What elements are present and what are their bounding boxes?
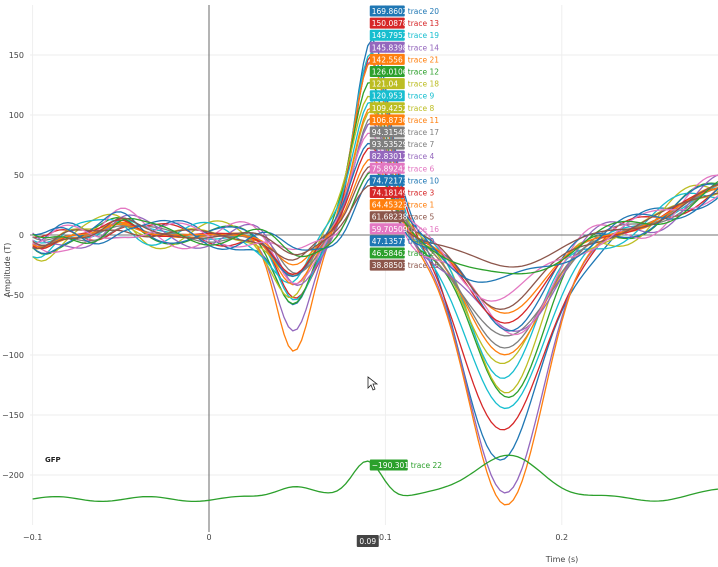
hover-value: 74.18149	[372, 189, 408, 198]
hover-value-box	[369, 5, 405, 17]
y-tick-label: −200	[2, 471, 24, 480]
hover-series-name: trace 20	[408, 7, 440, 16]
gfp-hover-value: −190.3018	[372, 461, 414, 470]
hover-value: 120.953	[372, 92, 403, 101]
hover-value-box	[369, 102, 405, 114]
hover-series-name: trace 15	[408, 261, 440, 270]
hover-series-name: trace 21	[408, 55, 440, 64]
x-tick-label: −0.1	[23, 533, 42, 542]
hover-series-name: trace 12	[408, 68, 440, 77]
hover-value: 38.88503	[372, 261, 408, 270]
hover-value: 149.7952	[372, 31, 408, 40]
mouse-cursor-icon	[367, 376, 379, 391]
hover-value-box	[369, 150, 405, 162]
hover-series-name: trace 1	[408, 201, 435, 210]
hover-value: 46.58462	[372, 249, 408, 258]
hover-value-box	[369, 223, 405, 235]
x-tick-label: 0.2	[555, 533, 568, 542]
y-tick-label: −150	[2, 411, 24, 420]
hover-series-name: trace 19	[408, 31, 440, 40]
y-tick-label: −100	[2, 351, 24, 360]
hover-value: 47.13577	[372, 237, 408, 246]
hover-value-box	[369, 235, 405, 247]
hover-series-name: trace 4	[408, 152, 435, 161]
hover-value: 126.0106	[372, 68, 408, 77]
hover-value-box	[369, 66, 405, 77]
y-tick-label: 0	[19, 231, 24, 240]
hover-value: 64.45323	[372, 201, 408, 210]
hover-value: 75.89242	[372, 164, 408, 173]
gfp-hover-box	[369, 459, 408, 471]
x-axis-title: Time (s)	[545, 555, 579, 564]
x-hover-box	[356, 535, 379, 547]
hover-value-box	[369, 78, 405, 90]
hover-value: 121.04	[372, 80, 398, 89]
hover-value: 61.68238	[372, 213, 408, 222]
hover-value-box	[369, 174, 405, 186]
hover-series-name: trace 3	[408, 189, 435, 198]
hover-value-box	[369, 259, 405, 271]
hover-series-name: trace 0	[408, 237, 435, 246]
hover-series-name: trace 18	[408, 80, 440, 89]
hover-value-box	[369, 211, 405, 223]
hover-value: 145.8398	[372, 43, 408, 52]
y-tick-label: 150	[9, 51, 24, 60]
hover-value-box	[369, 187, 405, 198]
y-tick-label: −50	[7, 291, 24, 300]
trace-line-trace-1[interactable]	[32, 157, 718, 314]
hover-value-box	[369, 138, 405, 150]
hover-series-name: trace 7	[408, 140, 435, 149]
hover-value-box	[369, 90, 405, 102]
y-axis-title: Amplitude (T)	[3, 243, 12, 298]
hover-value: 93.53529	[372, 140, 408, 149]
hover-value: 169.8602	[372, 7, 408, 16]
hover-series-name: trace 13	[408, 19, 440, 28]
hover-value-box	[369, 17, 405, 29]
hover-value: 94.31548	[372, 128, 408, 137]
gfp-title: GFP	[45, 456, 61, 464]
hover-value-box	[369, 126, 405, 138]
hover-series-name: trace 9	[408, 92, 435, 101]
hover-series-name: trace 5	[408, 213, 435, 222]
hover-value: 150.0878	[372, 19, 408, 28]
hover-value-box	[369, 199, 405, 211]
hover-value: 82.83012	[372, 152, 408, 161]
hover-value: 109.4252	[372, 104, 408, 113]
x-tick-label: 0.1	[379, 533, 392, 542]
tick-labels: 150 100 50 0 −50 −100 −150 −200 −0.1 0 0.1 0.2	[2, 51, 568, 542]
hover-value: 142.556	[372, 55, 403, 64]
hover-value: 106.8736	[372, 116, 408, 125]
x-tick-label: 0	[206, 533, 211, 542]
gfp-hover-series-name: trace 22	[411, 461, 443, 470]
y-tick-label: 100	[9, 111, 24, 120]
hover-value: 74.72173	[372, 176, 408, 185]
hover-series-name: trace 8	[408, 104, 435, 113]
hover-value-box	[369, 41, 405, 53]
x-hover-value: 0.09	[359, 537, 376, 546]
hover-series-name: trace 2	[408, 249, 435, 258]
hover-value-box	[369, 247, 405, 259]
hover-value-box	[369, 29, 405, 41]
hover-series-name: trace 16	[408, 225, 440, 234]
hover-value: 59.70509	[372, 225, 408, 234]
hover-value-box	[369, 162, 405, 174]
hover-series-name: trace 14	[408, 43, 440, 52]
hover-series-name: trace 6	[408, 164, 435, 173]
hover-series-name: trace 10	[408, 176, 440, 185]
hover-series-name: trace 17	[408, 128, 440, 137]
hover-series-name: trace 11	[408, 116, 440, 125]
hover-value-box	[369, 53, 405, 65]
hover-value-box	[369, 114, 405, 126]
y-tick-label: 50	[14, 171, 24, 180]
